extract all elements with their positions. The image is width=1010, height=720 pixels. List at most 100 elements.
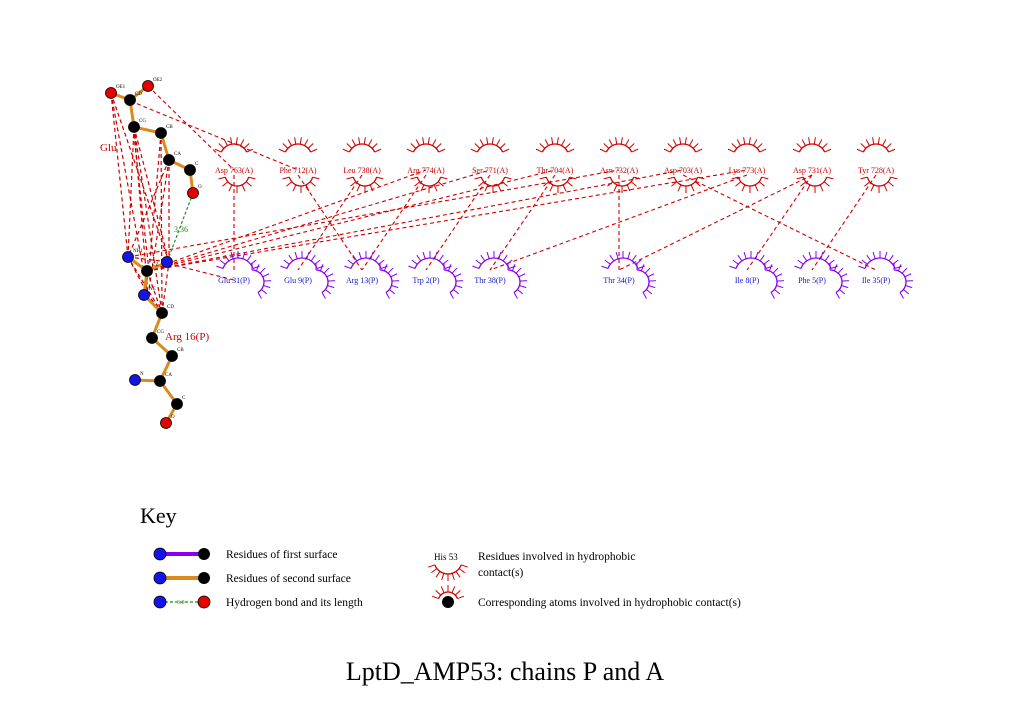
arg-atom-n — [129, 374, 141, 386]
hydrophobic-residue-a: Leu 738(A) — [343, 166, 381, 175]
key-atom-n — [153, 547, 167, 561]
glu-atom-label: C — [195, 162, 199, 167]
key-first-surface: Residues of first surface — [226, 549, 337, 561]
arc-a-0 — [214, 137, 254, 153]
arg-atom-nh1 — [122, 251, 134, 263]
hydrophobic-residue-p: Trp 2(P) — [412, 276, 439, 285]
key-hydrophobic-atom — [431, 585, 465, 600]
arc-p-right-3 — [443, 263, 463, 299]
arg-atom-cd — [156, 307, 168, 319]
key-arc-shape — [428, 564, 468, 581]
arc-a-8 — [727, 137, 767, 153]
arc-p-right-6 — [764, 263, 784, 299]
hydrophobic-residue-a: Tyr 728(A) — [858, 166, 894, 175]
arg-atom-label: CD — [167, 305, 174, 310]
hydrophobic-residue-a: Lys 773(A) — [729, 166, 766, 175]
arc-p-3 — [408, 251, 452, 269]
hydrophobic-residue-p: Ile 35(P) — [862, 276, 891, 285]
arc-a-lower-0 — [218, 176, 256, 193]
arc-p-6 — [729, 251, 773, 269]
arc-a-5 — [535, 137, 575, 153]
arc-a-lower-1 — [282, 176, 320, 193]
arg-atom-ne — [138, 289, 150, 301]
hydrophobic-residue-p: Glu 9(P) — [284, 276, 312, 285]
arc-a-7 — [663, 137, 703, 153]
arc-a-lower-8 — [731, 176, 769, 193]
arc-p-7 — [794, 251, 838, 269]
arc-p-right-1 — [315, 263, 335, 299]
glu-atom-cb — [155, 127, 167, 139]
arc-p-right-7 — [829, 263, 849, 299]
arc-a-lower-7 — [667, 176, 705, 193]
arg-atom-label: NE — [149, 287, 156, 292]
arc-a-3 — [406, 137, 446, 153]
arc-a-4 — [470, 137, 510, 153]
hydrophobic-residue-a: Ser 771(A) — [472, 166, 508, 175]
arg-atom-label: CA — [165, 373, 172, 378]
key-legend: Key Residues of first surface Residues o… — [140, 503, 741, 609]
hydrophobic-residue-arcs — [214, 137, 913, 299]
glu-atom-label: OE2 — [153, 78, 163, 83]
arg-atom-label: CG — [157, 330, 164, 335]
hydrophobic-residue-a: Asn 732(A) — [600, 166, 638, 175]
key-hydrophobic-example: His 53 — [434, 552, 458, 562]
arc-p-4 — [472, 251, 516, 269]
glu-atom-label: CB — [166, 125, 173, 130]
glu-774-label: Glu — [100, 142, 117, 154]
hydrophobic-residue-a: Asp 731(A) — [793, 166, 831, 175]
key-atom-c — [198, 548, 210, 560]
arc-a-2 — [342, 137, 382, 153]
atoms — [105, 80, 199, 429]
glu-atom-c — [184, 164, 196, 176]
hbond-length-label: 3.36 — [174, 225, 188, 234]
hydrophobic-residue-a: Phe 712(A) — [279, 166, 316, 175]
key-second-surface: Residues of second surface — [226, 573, 351, 585]
glu-atom-label: O — [198, 185, 202, 190]
arg-atom-label: CB — [177, 348, 184, 353]
hydrophobic-residue-a: Asp 703(A) — [664, 166, 702, 175]
arg-atom-cb — [166, 350, 178, 362]
glu-atom-o — [187, 187, 199, 199]
arg-atom-ca — [154, 375, 166, 387]
glu-atom-ca — [163, 154, 175, 166]
arg-atom-label: NH1 — [133, 249, 143, 254]
arg-atom-c — [171, 398, 183, 410]
arg-atom-o — [160, 417, 172, 429]
arg-atom-label: CZ — [152, 263, 158, 268]
key-hydrophobic-line1: Residues involved in hydrophobic — [478, 551, 635, 563]
glu-atom-cd — [124, 94, 136, 106]
arc-a-6 — [599, 137, 639, 153]
hydrophobic-residue-p: Arg 13(P) — [346, 276, 378, 285]
arg-atom-cz — [141, 265, 153, 277]
arg-atom-label: O — [171, 415, 175, 420]
glu-atom-label: CD — [135, 92, 142, 97]
glu-atom-label: CA — [174, 152, 181, 157]
glu-atom-label: OE1 — [116, 85, 126, 90]
glu-atom-cg — [128, 121, 140, 133]
hydrophobic-residue-a: Thr 704(A) — [537, 166, 574, 175]
arc-p-right-2 — [379, 263, 399, 299]
key-atom-spikes — [431, 585, 465, 600]
arc-a-lower-10 — [860, 176, 898, 193]
hydrophobic-residue-p: Glu 31(P) — [218, 276, 250, 285]
arc-a-lower-9 — [796, 176, 834, 193]
arg-atom-label: C — [182, 396, 186, 401]
hydrophobic-residue-p: Ile 8(P) — [735, 276, 760, 285]
arc-a-1 — [278, 137, 318, 153]
key-hydrophobic-arc — [428, 564, 468, 581]
hydrophobic-residue-p: Thr 38(P) — [474, 276, 506, 285]
key-heading: Key — [140, 503, 177, 528]
arg-atom-nh2 — [161, 256, 173, 268]
arg-16-label: Arg 16(P) — [165, 331, 209, 343]
arc-a-lower-2 — [346, 176, 384, 193]
arg-atom-label: N — [140, 372, 144, 377]
arc-a-lower-6 — [603, 176, 641, 193]
arc-p-2 — [344, 251, 388, 269]
hydrophobic-residue-p: Phe 5(P) — [798, 276, 826, 285]
labels: Glu Arg 16(P) 3.36 OE1 OE2 CD CG CB CA C O NH1 CZ… — [100, 78, 894, 420]
arc-p-right-8 — [893, 263, 913, 299]
arc-a-lower-5 — [539, 176, 577, 193]
diagram-title: LptD_AMP53: chains P and A — [346, 657, 664, 686]
arc-p-1 — [280, 251, 324, 269]
glu-atom-label: CG — [139, 119, 146, 124]
